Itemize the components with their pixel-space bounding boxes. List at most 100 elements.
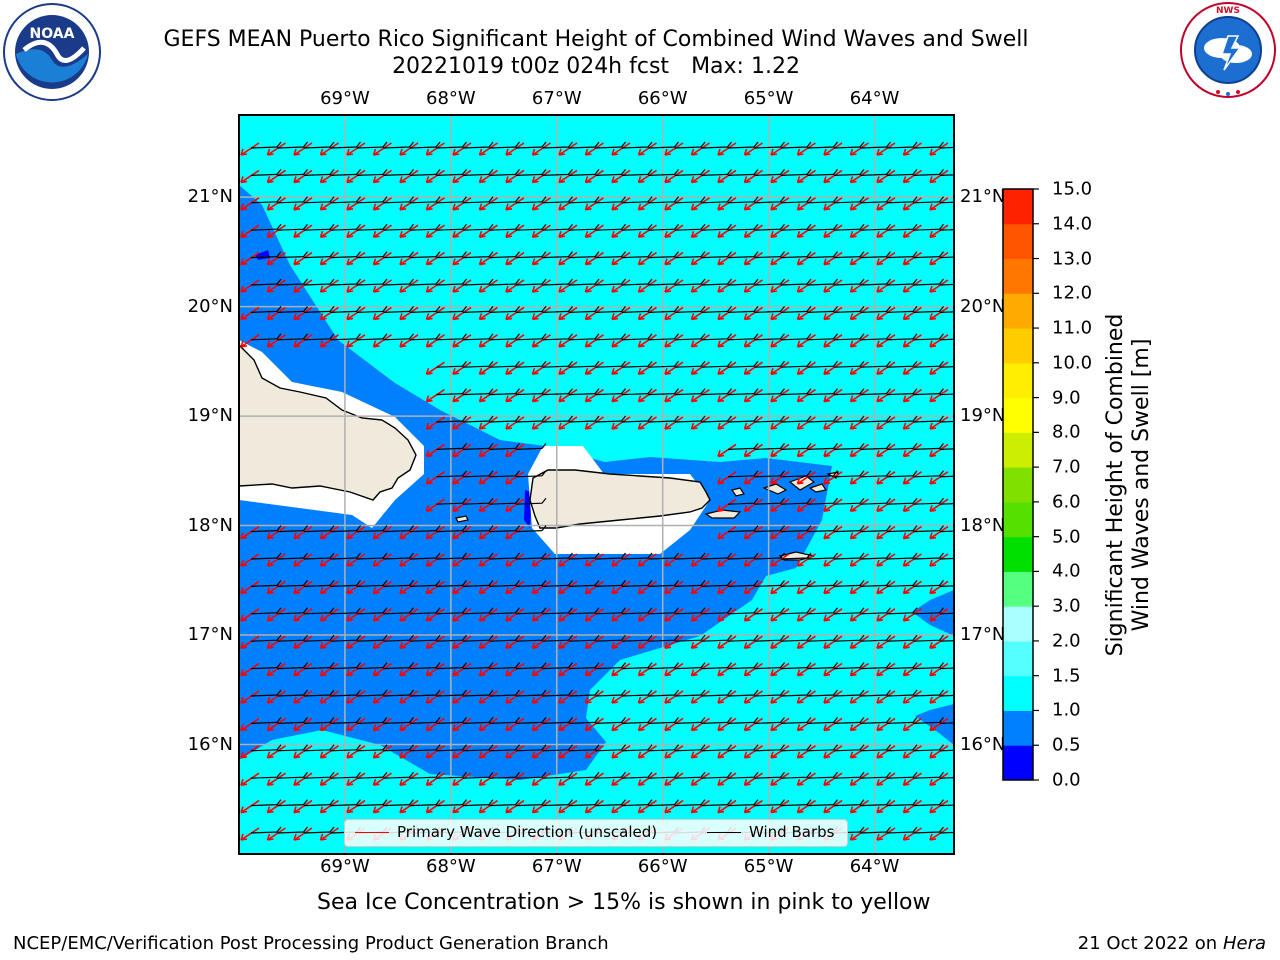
wave-arrow [823,142,843,156]
wind-barb [939,612,954,615]
map-frame [238,114,955,855]
wind-barb [648,415,679,423]
wave-arrow [425,388,445,403]
colorbar-tick-label: 12.0 [1052,282,1093,304]
wind-barb [621,251,653,259]
wave-arrow [531,416,551,430]
wave-arrow [240,197,260,211]
wind-barb [860,443,891,450]
wave-arrow [690,279,710,293]
wind-barb [436,141,467,149]
wave-arrow [902,251,922,266]
wave-arrow [849,745,869,759]
wave-arrow [505,334,525,348]
wave-arrow [796,334,816,348]
wind-barb [356,580,388,587]
colorbar-segment [1003,189,1033,225]
wave-arrow [637,361,657,375]
wave-arrow [876,799,896,814]
wind-barb [939,777,954,779]
wind-barb [727,360,759,368]
wave-arrow [266,635,286,649]
wind-barb [250,333,282,341]
wind-barb [727,607,759,615]
colorbar-segment [1003,501,1033,538]
wave-arrow [319,690,339,704]
wind-barb [409,607,441,615]
wave-arrow [823,224,843,238]
wind-barb [780,333,812,341]
wave-arrow [929,197,949,211]
wave-arrow [425,635,445,649]
wind-barb [489,552,520,560]
wind-barb [939,393,954,396]
wave-arrow [240,224,260,238]
wave-arrow [531,169,551,184]
wave-arrow [929,799,949,814]
wind-barb [860,278,891,286]
wave-arrow [929,224,949,238]
wind-barb [833,552,865,560]
wind-barb [250,169,282,176]
wave-arrow [770,224,790,238]
wave-arrow [266,334,286,348]
wave-arrow [558,224,578,238]
wave-arrow [717,197,737,211]
wave-arrow [452,388,472,403]
wave-arrow [505,142,525,156]
wind-barb [913,634,944,642]
wave-arrow [478,334,498,348]
wind-barb [886,717,918,724]
wind-barb [462,306,494,313]
wave-arrow [584,717,604,732]
wave-arrow [266,525,286,540]
wind-barb [489,771,520,779]
wave-arrow [690,745,710,759]
wind-barb [621,141,653,149]
wind-barb [250,634,282,642]
wind-barb [727,141,759,149]
wave-arrow [743,361,763,375]
wind-barb [595,360,626,368]
wave-arrow [505,197,525,211]
wind-barb [674,223,706,231]
wave-arrow [902,553,922,567]
wave-arrow [823,361,843,375]
wind-barb [807,169,838,176]
wind-barb [250,744,282,752]
wind-barb [913,607,944,615]
wind-barb [648,141,679,149]
wind-barb [886,360,918,368]
wind-barb [701,141,732,149]
wave-arrow [293,251,313,266]
wave-arrow [425,334,445,348]
colorbar-segment [1003,745,1033,781]
wave-arrow [690,608,710,622]
wave-arrow [929,690,949,704]
wind-barb [436,415,467,423]
puerto-rico-land [529,469,711,529]
wave-arrow [266,224,286,238]
wind-barb [621,169,653,176]
wind-barb [701,169,732,176]
wind-barb [648,662,679,670]
wind-barb [807,333,838,341]
wind-barb [780,689,812,697]
wind-barb [568,360,600,368]
wave-arrow [293,635,313,649]
wind-barb [727,443,759,450]
wind-barb [383,223,414,231]
wind-barb [383,799,414,807]
wave-arrow [611,279,631,293]
svg-text:NWS: NWS [1216,6,1240,16]
wave-arrow [558,361,578,375]
wind-barb [489,360,520,368]
wind-barb [568,689,600,697]
wind-barb [462,525,494,533]
colorbar-label-line2: Wind Waves and Swell [m] [1129,338,1154,632]
wave-arrow [823,608,843,622]
wind-barb [515,580,547,587]
wave-arrow [823,690,843,704]
wave-arrow [902,717,922,732]
lon-label-bottom: 67°W [531,856,582,877]
